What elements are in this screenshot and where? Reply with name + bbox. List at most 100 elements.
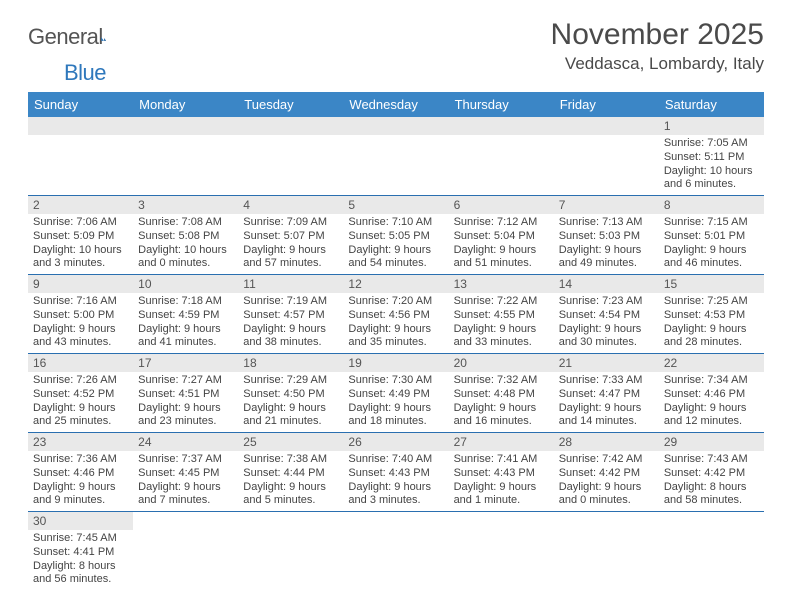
day-number: 27 [449, 433, 554, 451]
calendar-day-cell: 22Sunrise: 7:34 AMSunset: 4:46 PMDayligh… [659, 354, 764, 433]
calendar-week-row: 1Sunrise: 7:05 AMSunset: 5:11 PMDaylight… [28, 117, 764, 196]
calendar-day-cell [133, 117, 238, 196]
calendar-header-cell: Friday [554, 92, 659, 117]
calendar-day-cell: 15Sunrise: 7:25 AMSunset: 4:53 PMDayligh… [659, 275, 764, 354]
day-details: Sunrise: 7:34 AMSunset: 4:46 PMDaylight:… [659, 372, 764, 432]
calendar-day-cell: 26Sunrise: 7:40 AMSunset: 4:43 PMDayligh… [343, 433, 448, 512]
day-details: Sunrise: 7:36 AMSunset: 4:46 PMDaylight:… [28, 451, 133, 511]
day-number: 23 [28, 433, 133, 451]
location: Veddasca, Lombardy, Italy [551, 54, 764, 74]
day-number: 6 [449, 196, 554, 214]
calendar-day-cell: 9Sunrise: 7:16 AMSunset: 5:00 PMDaylight… [28, 275, 133, 354]
calendar-day-cell [659, 512, 764, 591]
day-number: 16 [28, 354, 133, 372]
day-number: 25 [238, 433, 343, 451]
day-details [238, 135, 343, 140]
day-number: 3 [133, 196, 238, 214]
day-details: Sunrise: 7:15 AMSunset: 5:01 PMDaylight:… [659, 214, 764, 274]
day-number [133, 117, 238, 135]
day-number: 15 [659, 275, 764, 293]
calendar-day-cell: 27Sunrise: 7:41 AMSunset: 4:43 PMDayligh… [449, 433, 554, 512]
calendar-day-cell [449, 117, 554, 196]
calendar-day-cell: 19Sunrise: 7:30 AMSunset: 4:49 PMDayligh… [343, 354, 448, 433]
day-number: 9 [28, 275, 133, 293]
day-details: Sunrise: 7:19 AMSunset: 4:57 PMDaylight:… [238, 293, 343, 353]
day-details: Sunrise: 7:32 AMSunset: 4:48 PMDaylight:… [449, 372, 554, 432]
calendar-day-cell [449, 512, 554, 591]
day-details: Sunrise: 7:08 AMSunset: 5:08 PMDaylight:… [133, 214, 238, 274]
day-details: Sunrise: 7:29 AMSunset: 4:50 PMDaylight:… [238, 372, 343, 432]
calendar-day-cell [28, 117, 133, 196]
day-number [343, 117, 448, 135]
day-details: Sunrise: 7:22 AMSunset: 4:55 PMDaylight:… [449, 293, 554, 353]
day-number: 21 [554, 354, 659, 372]
calendar-day-cell: 17Sunrise: 7:27 AMSunset: 4:51 PMDayligh… [133, 354, 238, 433]
day-number: 8 [659, 196, 764, 214]
day-number [554, 117, 659, 135]
day-number: 12 [343, 275, 448, 293]
logo-text-blue: Blue [64, 60, 106, 86]
calendar-week-row: 23Sunrise: 7:36 AMSunset: 4:46 PMDayligh… [28, 433, 764, 512]
calendar-day-cell: 21Sunrise: 7:33 AMSunset: 4:47 PMDayligh… [554, 354, 659, 433]
day-number: 30 [28, 512, 133, 530]
calendar-day-cell: 10Sunrise: 7:18 AMSunset: 4:59 PMDayligh… [133, 275, 238, 354]
day-number: 14 [554, 275, 659, 293]
day-number: 20 [449, 354, 554, 372]
calendar-day-cell [133, 512, 238, 591]
day-number: 4 [238, 196, 343, 214]
calendar-week-row: 30Sunrise: 7:45 AMSunset: 4:41 PMDayligh… [28, 512, 764, 591]
calendar-table: SundayMondayTuesdayWednesdayThursdayFrid… [28, 92, 764, 590]
logo: General [28, 18, 127, 50]
calendar-day-cell: 28Sunrise: 7:42 AMSunset: 4:42 PMDayligh… [554, 433, 659, 512]
day-details: Sunrise: 7:06 AMSunset: 5:09 PMDaylight:… [28, 214, 133, 274]
day-details: Sunrise: 7:30 AMSunset: 4:49 PMDaylight:… [343, 372, 448, 432]
day-number: 17 [133, 354, 238, 372]
day-details: Sunrise: 7:33 AMSunset: 4:47 PMDaylight:… [554, 372, 659, 432]
calendar-week-row: 2Sunrise: 7:06 AMSunset: 5:09 PMDaylight… [28, 196, 764, 275]
day-details: Sunrise: 7:27 AMSunset: 4:51 PMDaylight:… [133, 372, 238, 432]
calendar-day-cell: 13Sunrise: 7:22 AMSunset: 4:55 PMDayligh… [449, 275, 554, 354]
calendar-header-cell: Tuesday [238, 92, 343, 117]
day-number: 10 [133, 275, 238, 293]
calendar-day-cell: 7Sunrise: 7:13 AMSunset: 5:03 PMDaylight… [554, 196, 659, 275]
day-number: 5 [343, 196, 448, 214]
calendar-header-cell: Wednesday [343, 92, 448, 117]
day-number: 11 [238, 275, 343, 293]
calendar-day-cell: 16Sunrise: 7:26 AMSunset: 4:52 PMDayligh… [28, 354, 133, 433]
calendar-day-cell: 8Sunrise: 7:15 AMSunset: 5:01 PMDaylight… [659, 196, 764, 275]
calendar-day-cell: 4Sunrise: 7:09 AMSunset: 5:07 PMDaylight… [238, 196, 343, 275]
day-details: Sunrise: 7:18 AMSunset: 4:59 PMDaylight:… [133, 293, 238, 353]
calendar-header-row: SundayMondayTuesdayWednesdayThursdayFrid… [28, 92, 764, 117]
day-details: Sunrise: 7:05 AMSunset: 5:11 PMDaylight:… [659, 135, 764, 195]
day-details: Sunrise: 7:40 AMSunset: 4:43 PMDaylight:… [343, 451, 448, 511]
calendar-day-cell [554, 512, 659, 591]
calendar-day-cell [343, 512, 448, 591]
calendar-header-cell: Thursday [449, 92, 554, 117]
day-details: Sunrise: 7:26 AMSunset: 4:52 PMDaylight:… [28, 372, 133, 432]
calendar-day-cell: 3Sunrise: 7:08 AMSunset: 5:08 PMDaylight… [133, 196, 238, 275]
month-title: November 2025 [551, 18, 764, 52]
day-details: Sunrise: 7:43 AMSunset: 4:42 PMDaylight:… [659, 451, 764, 511]
day-details: Sunrise: 7:16 AMSunset: 5:00 PMDaylight:… [28, 293, 133, 353]
calendar-day-cell: 30Sunrise: 7:45 AMSunset: 4:41 PMDayligh… [28, 512, 133, 591]
day-number: 1 [659, 117, 764, 135]
day-number [449, 117, 554, 135]
logo-sail-icon [101, 28, 106, 50]
calendar-day-cell [554, 117, 659, 196]
calendar-day-cell: 5Sunrise: 7:10 AMSunset: 5:05 PMDaylight… [343, 196, 448, 275]
day-number: 7 [554, 196, 659, 214]
calendar-day-cell: 12Sunrise: 7:20 AMSunset: 4:56 PMDayligh… [343, 275, 448, 354]
calendar-day-cell: 29Sunrise: 7:43 AMSunset: 4:42 PMDayligh… [659, 433, 764, 512]
day-details: Sunrise: 7:38 AMSunset: 4:44 PMDaylight:… [238, 451, 343, 511]
calendar-day-cell: 6Sunrise: 7:12 AMSunset: 5:04 PMDaylight… [449, 196, 554, 275]
calendar-day-cell: 1Sunrise: 7:05 AMSunset: 5:11 PMDaylight… [659, 117, 764, 196]
day-details: Sunrise: 7:45 AMSunset: 4:41 PMDaylight:… [28, 530, 133, 590]
calendar-day-cell [238, 512, 343, 591]
day-number: 29 [659, 433, 764, 451]
calendar-day-cell: 23Sunrise: 7:36 AMSunset: 4:46 PMDayligh… [28, 433, 133, 512]
calendar-day-cell [238, 117, 343, 196]
day-number: 28 [554, 433, 659, 451]
logo-text-general: General [28, 24, 103, 50]
day-details: Sunrise: 7:12 AMSunset: 5:04 PMDaylight:… [449, 214, 554, 274]
day-number: 13 [449, 275, 554, 293]
